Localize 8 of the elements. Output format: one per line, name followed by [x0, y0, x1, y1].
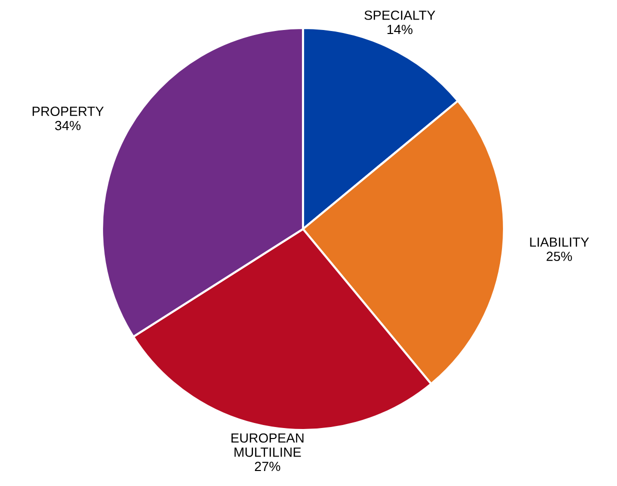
- data-label: 25%: [546, 252, 572, 262]
- data-label: 27%: [254, 462, 280, 472]
- slice-label: EUROPEAN MULTILINE: [232, 433, 304, 457]
- data-label: 14%: [388, 24, 412, 34]
- slice-label: LIABILITY: [530, 238, 589, 247]
- data-label: 34%: [55, 120, 81, 130]
- slice-label: SPECIALTY: [364, 10, 436, 20]
- slice-label: PROPERTY: [32, 106, 104, 116]
